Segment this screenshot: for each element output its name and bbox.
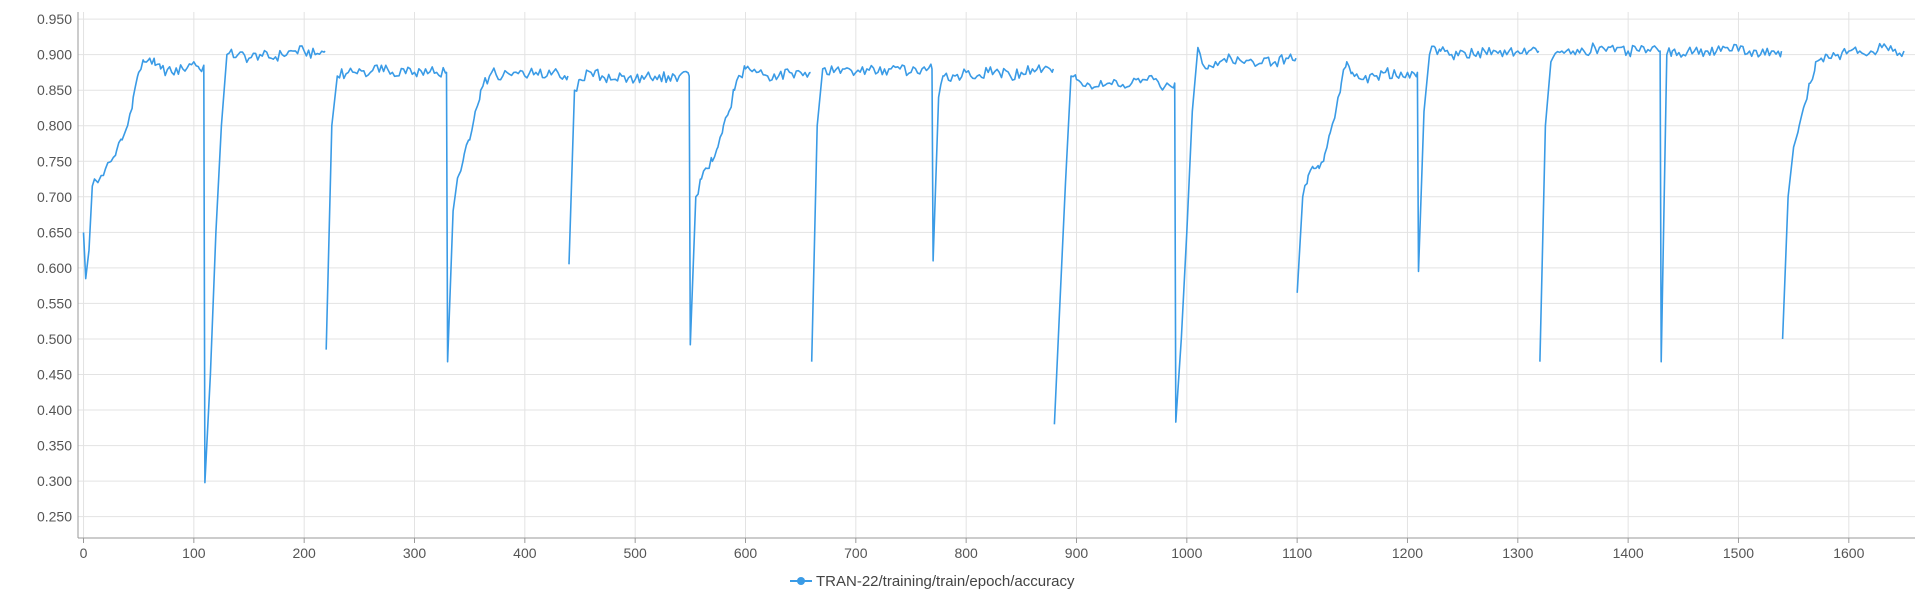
x-tick-label: 1400 xyxy=(1613,545,1644,561)
x-tick-label: 200 xyxy=(292,545,316,561)
grid-lines xyxy=(78,12,1915,538)
series-lines xyxy=(82,42,1905,484)
series-line-segment xyxy=(82,45,326,484)
y-tick-label: 0.250 xyxy=(37,509,72,525)
y-tick-label: 0.650 xyxy=(37,224,72,240)
x-tick-label: 300 xyxy=(403,545,427,561)
y-tick-label: 0.300 xyxy=(37,473,72,489)
y-tick-label: 0.600 xyxy=(37,260,72,276)
y-tick-label: 0.950 xyxy=(37,11,72,27)
legend-label: TRAN-22/training/train/epoch/accuracy xyxy=(816,573,1075,590)
series-line-segment xyxy=(325,64,569,363)
legend-dot-marker xyxy=(797,577,805,585)
series-line-segment xyxy=(810,63,1055,362)
y-tick-label: 0.750 xyxy=(37,153,72,169)
y-tick-label: 0.350 xyxy=(37,438,72,454)
y-tick-label: 0.400 xyxy=(37,402,72,418)
x-tick-label: 1600 xyxy=(1833,545,1864,561)
series-line-segment xyxy=(1781,42,1905,340)
x-tick-label: 700 xyxy=(844,545,868,561)
x-tick-label: 1300 xyxy=(1502,545,1533,561)
series-line-segment xyxy=(1053,46,1297,425)
x-tick-label: 500 xyxy=(623,545,647,561)
x-axis: 0 100 200 300 400 500 600 700 800 900 1000 1100 1200… xyxy=(78,537,1915,561)
y-tick-label: 0.500 xyxy=(37,331,72,347)
x-tick-label: 1000 xyxy=(1171,545,1202,561)
x-tick-label: 1500 xyxy=(1723,545,1754,561)
legend[interactable]: TRAN-22/training/train/epoch/accuracy xyxy=(790,573,1075,590)
y-tick-label: 0.450 xyxy=(37,367,72,383)
y-tick-label: 0.900 xyxy=(37,47,72,63)
x-tick-label: 600 xyxy=(734,545,758,561)
x-tick-label: 100 xyxy=(182,545,206,561)
y-tick-label: 0.550 xyxy=(37,295,72,311)
y-tick-label: 0.800 xyxy=(37,118,72,134)
x-tick-label: 0 xyxy=(80,545,88,561)
x-tick-label: 900 xyxy=(1065,545,1089,561)
series-line-segment xyxy=(1539,42,1783,363)
x-tick-label: 800 xyxy=(954,545,978,561)
y-tick-label: 0.850 xyxy=(37,82,72,98)
x-tick-label: 400 xyxy=(513,545,537,561)
series-line-segment xyxy=(568,65,811,346)
x-tick-label: 1100 xyxy=(1282,545,1312,561)
y-tick-label: 0.700 xyxy=(37,189,72,205)
x-tick-label: 1200 xyxy=(1392,545,1423,561)
series-line-segment xyxy=(1296,45,1540,293)
y-axis: 0.250 0.300 0.350 0.400 0.450 0.500 0.550 0.600… xyxy=(37,11,79,538)
